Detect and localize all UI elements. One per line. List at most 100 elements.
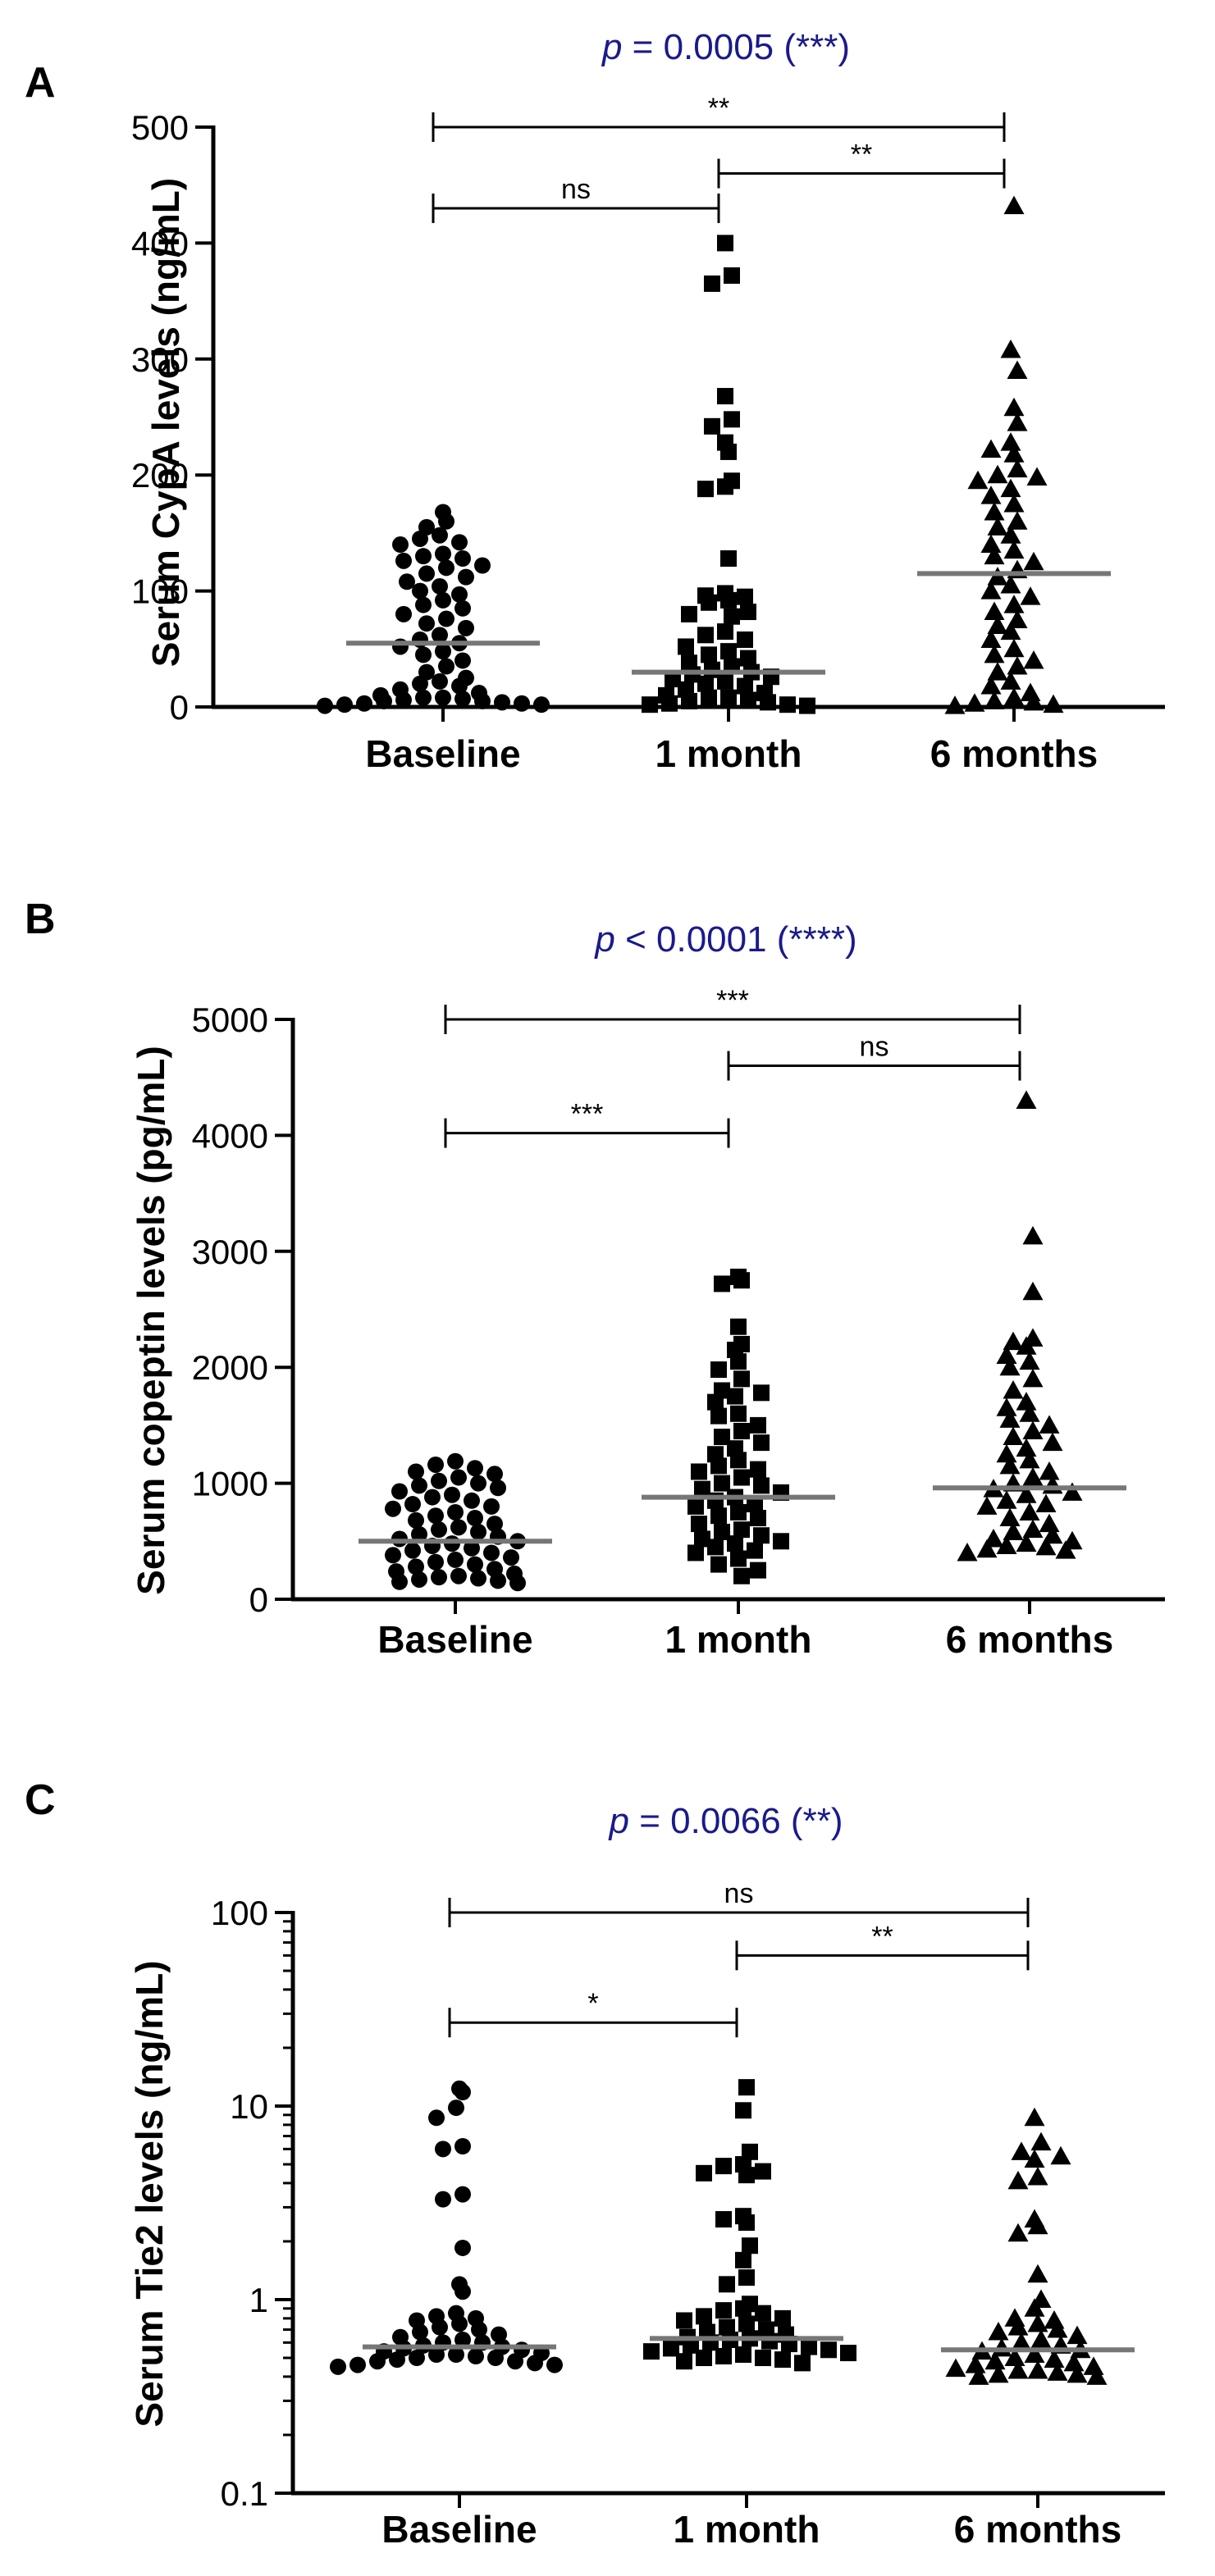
- x-tick-label: 6 months: [930, 732, 1098, 775]
- p-value-title-b: p < 0.0001 (****): [593, 919, 856, 960]
- data-point: [737, 677, 753, 695]
- data-point: [330, 2358, 346, 2375]
- data-point: [1030, 2329, 1052, 2348]
- data-point: [755, 2350, 771, 2367]
- data-point: [1035, 1536, 1057, 1556]
- data-point: [1007, 458, 1028, 478]
- data-point: [486, 1516, 503, 1533]
- y-tick-label: 10: [230, 2087, 268, 2126]
- data-point: [1023, 650, 1044, 669]
- significance-label: ***: [571, 1099, 604, 1130]
- data-point: [450, 1567, 467, 1584]
- data-point: [694, 1480, 710, 1498]
- y-tick-label: 5000: [192, 1001, 268, 1039]
- data-point: [474, 557, 491, 574]
- data-point: [773, 1533, 789, 1550]
- data-point: [427, 1553, 444, 1571]
- data-point: [964, 693, 985, 712]
- data-point: [774, 2309, 791, 2327]
- data-point: [980, 439, 1002, 458]
- data-point: [714, 1275, 730, 1293]
- data-point: [1004, 2347, 1025, 2367]
- data-point: [432, 2318, 448, 2336]
- data-point: [794, 2355, 811, 2372]
- data-point: [1067, 2325, 1088, 2345]
- data-point: [720, 550, 737, 568]
- data-point: [747, 1496, 763, 1513]
- data-point: [395, 552, 412, 569]
- data-point: [965, 2355, 986, 2373]
- data-point: [987, 662, 1008, 681]
- x-tick-label: 1 month: [674, 2508, 820, 2551]
- data-point: [733, 1422, 750, 1439]
- data-point: [451, 534, 468, 551]
- data-point: [996, 1535, 1017, 1554]
- data-point: [980, 581, 1002, 600]
- data-point: [1042, 1525, 1063, 1544]
- data-point: [761, 2332, 778, 2350]
- data-point: [427, 1507, 444, 1525]
- data-point: [984, 2350, 1006, 2370]
- significance-label: **: [708, 93, 729, 124]
- data-point: [717, 672, 733, 690]
- data-point: [438, 610, 454, 627]
- panel-letter-b: B: [25, 896, 56, 943]
- data-point: [687, 1544, 704, 1562]
- data-point: [715, 2302, 732, 2319]
- data-point: [1003, 540, 1025, 559]
- significance-label: ns: [561, 174, 591, 205]
- data-point: [1016, 1336, 1037, 1355]
- data-point: [727, 1388, 743, 1405]
- data-point: [753, 1477, 770, 1494]
- data-point: [450, 1469, 467, 1486]
- data-point: [483, 1498, 500, 1515]
- y-tick-label: 3000: [192, 1233, 268, 1271]
- data-point: [514, 695, 530, 712]
- data-point: [779, 696, 796, 714]
- data-point: [1016, 1533, 1037, 1552]
- data-point: [710, 1556, 727, 1573]
- data-point: [996, 1490, 1017, 1509]
- data-point: [715, 2348, 732, 2365]
- data-point: [710, 1407, 727, 1425]
- data-point: [755, 2305, 771, 2322]
- data-point: [720, 443, 737, 460]
- data-point: [376, 692, 392, 709]
- data-point: [404, 1496, 421, 1513]
- data-point: [448, 2346, 464, 2364]
- data-point: [976, 1496, 998, 1515]
- data-point: [733, 1370, 750, 1388]
- data-point: [389, 2351, 405, 2369]
- data-point: [724, 411, 740, 428]
- data-point: [740, 691, 756, 709]
- significance-label: ***: [716, 985, 749, 1016]
- x-tick-label: Baseline: [365, 732, 520, 775]
- data-point: [1007, 609, 1028, 628]
- data-point: [427, 1456, 444, 1473]
- data-point: [428, 2109, 445, 2127]
- data-point: [408, 1511, 424, 1529]
- data-point: [1003, 1521, 1024, 1540]
- data-point: [546, 2356, 563, 2373]
- y-tick-label: 400: [131, 224, 189, 262]
- data-point: [717, 623, 733, 641]
- data-point: [1019, 1502, 1040, 1521]
- data-point: [1016, 1438, 1037, 1457]
- data-point: [661, 695, 678, 712]
- data-point: [1003, 1331, 1024, 1351]
- data-point: [719, 2318, 735, 2336]
- data-point: [491, 2326, 507, 2343]
- data-point: [750, 1461, 766, 1478]
- data-point: [687, 1498, 704, 1515]
- data-point: [415, 596, 432, 613]
- data-point: [740, 604, 756, 621]
- data-point: [976, 1539, 998, 1558]
- data-point: [1027, 2264, 1048, 2283]
- data-point: [454, 2137, 471, 2154]
- data-point: [503, 1549, 519, 1566]
- y-tick-label: 2000: [192, 1348, 268, 1387]
- data-point: [438, 513, 454, 530]
- data-point: [454, 2186, 471, 2203]
- data-point: [987, 517, 1008, 536]
- data-point: [980, 486, 1002, 504]
